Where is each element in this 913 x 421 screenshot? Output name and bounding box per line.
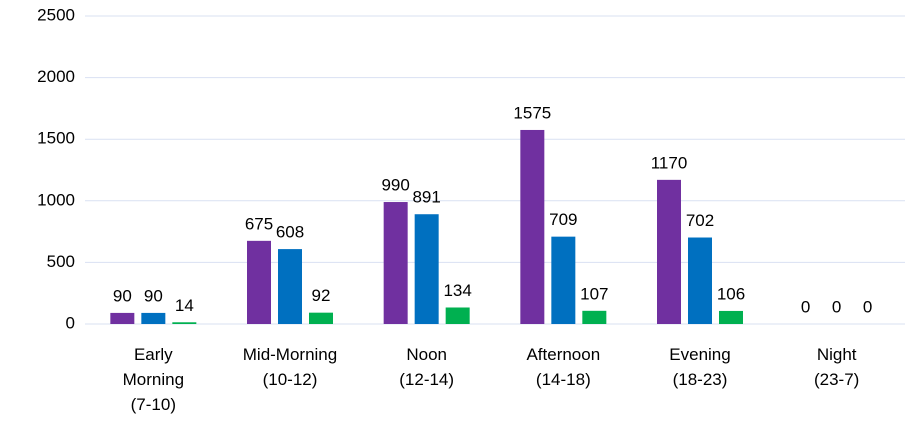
bar: [172, 322, 197, 324]
data-label: 14: [175, 296, 194, 315]
x-tick-label-line: Morning: [123, 370, 184, 389]
bar: [309, 312, 333, 324]
x-tick-label-line: Noon: [406, 345, 447, 364]
x-tick-label-line: (10-12): [263, 370, 318, 389]
data-label: 608: [276, 223, 304, 242]
bar: [278, 249, 302, 324]
data-label: 709: [549, 210, 577, 229]
data-label: 702: [686, 211, 714, 230]
bar: [141, 312, 166, 324]
x-tick-label-line: Evening: [669, 345, 730, 364]
y-tick-label: 2500: [37, 5, 75, 24]
bar: [414, 214, 439, 324]
y-tick-label: 1500: [37, 129, 75, 148]
data-label: 107: [580, 284, 608, 303]
bar: [582, 310, 607, 324]
x-tick-label-line: Afternoon: [526, 345, 600, 364]
data-label: 106: [717, 284, 745, 303]
data-label: 0: [801, 297, 810, 316]
y-tick-label: 0: [66, 313, 75, 332]
data-label: 675: [245, 214, 273, 233]
data-label: 92: [312, 286, 331, 305]
x-tick-label-line: (12-14): [399, 370, 454, 389]
data-label: 134: [443, 281, 471, 300]
bar: [551, 236, 576, 324]
y-tick-label: 1000: [37, 190, 75, 209]
x-tick-label: Early Morning (7-10): [123, 345, 184, 414]
x-tick-label-line: (23-7): [814, 370, 859, 389]
bar: [657, 179, 681, 324]
x-tick-label: Evening (18-23): [669, 345, 730, 389]
x-tick-label: Noon (12-14): [399, 345, 454, 389]
bar: [445, 307, 470, 324]
x-tick-label: Afternoon (14-18): [526, 345, 600, 389]
x-tick-label-line: (7-10): [131, 395, 176, 414]
x-tick-label: Mid-Morning (10-12): [243, 345, 337, 389]
data-label: 891: [412, 188, 440, 207]
bar: [688, 237, 712, 324]
data-label: 90: [113, 286, 132, 305]
data-label: 1575: [513, 103, 551, 122]
y-tick-label: 500: [47, 252, 75, 271]
data-label: 0: [832, 297, 841, 316]
data-label: 990: [381, 176, 409, 195]
data-label: 1170: [651, 153, 688, 172]
x-tick-label-line: Night: [817, 345, 857, 364]
data-label: 90: [144, 286, 163, 305]
x-tick-label-line: (18-23): [673, 370, 728, 389]
bar: [719, 310, 743, 324]
bar: [110, 312, 135, 324]
bar: [520, 129, 545, 324]
data-label: 0: [863, 297, 872, 316]
bar: [383, 202, 408, 324]
x-tick-label: Night (23-7): [814, 345, 859, 389]
bar: [247, 240, 271, 324]
y-tick-label: 2000: [37, 67, 75, 86]
x-tick-label-line: Early: [134, 345, 173, 364]
x-tick-label-line: Mid-Morning: [243, 345, 337, 364]
x-tick-label-line: (14-18): [536, 370, 591, 389]
